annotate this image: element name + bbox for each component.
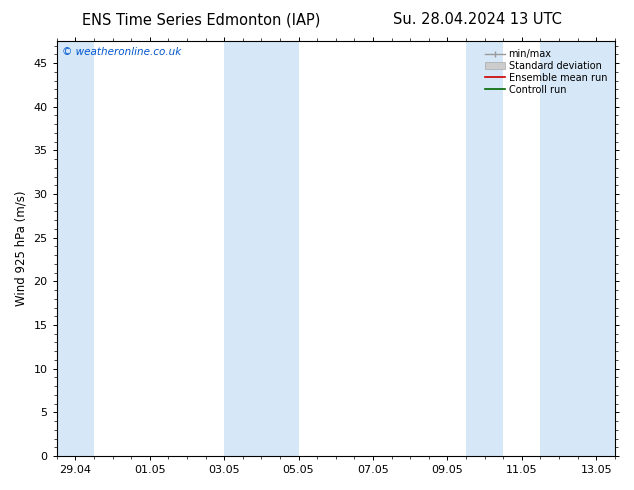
Y-axis label: Wind 925 hPa (m/s): Wind 925 hPa (m/s) [15, 191, 28, 306]
Bar [466, 41, 503, 456]
Bar [540, 41, 615, 456]
Legend: min/max, Standard deviation, Ensemble mean run, Controll run: min/max, Standard deviation, Ensemble me… [482, 46, 610, 98]
Text: Su. 28.04.2024 13 UTC: Su. 28.04.2024 13 UTC [393, 12, 562, 27]
Bar [56, 41, 94, 456]
Text: ENS Time Series Edmonton (IAP): ENS Time Series Edmonton (IAP) [82, 12, 321, 27]
Bar [224, 41, 299, 456]
Text: © weatheronline.co.uk: © weatheronline.co.uk [62, 48, 181, 57]
